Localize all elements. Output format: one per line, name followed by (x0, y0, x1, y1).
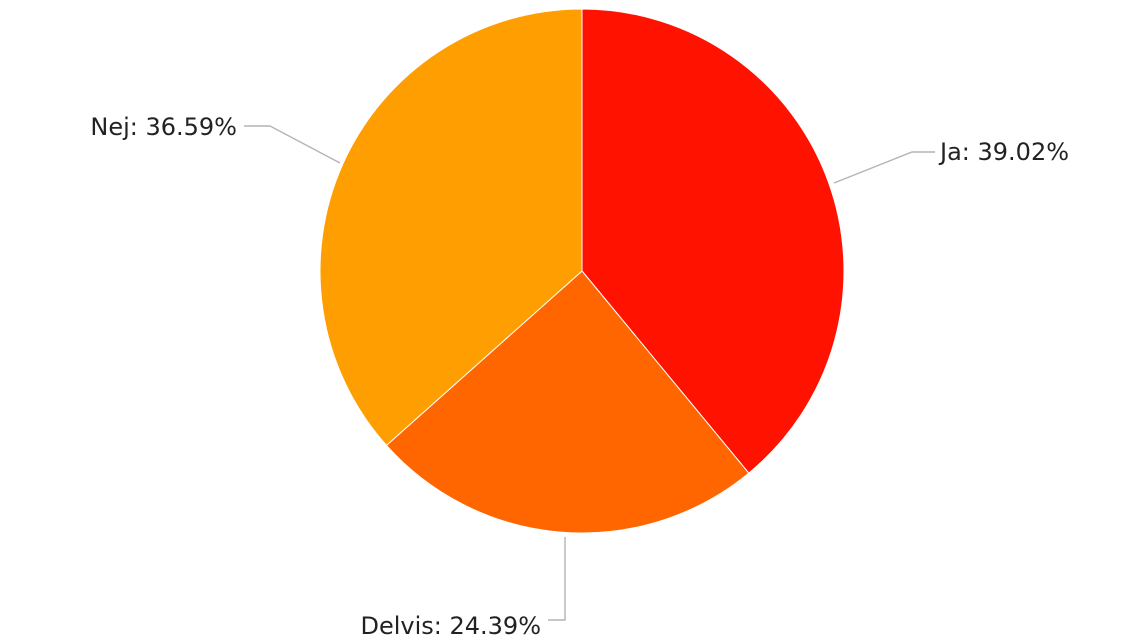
leader-line-delvis (548, 537, 566, 621)
data-label-nej: Nej: 36.59% (90, 113, 237, 141)
pie-slices (319, 8, 845, 534)
leader-line-nej (244, 125, 341, 164)
leader-line-ja (833, 151, 935, 184)
data-label-delvis: Delvis: 24.39% (360, 612, 541, 640)
pie-slice-delvis[interactable] (385, 270, 750, 534)
pie-slice-ja[interactable] (581, 8, 845, 474)
leader-lines (244, 125, 935, 621)
data-labels: Ja: 39.02% Delvis: 24.39% Nej: 36.59% (90, 113, 1069, 640)
pie-slice-nej[interactable] (319, 8, 583, 447)
data-label-ja: Ja: 39.02% (938, 138, 1069, 166)
